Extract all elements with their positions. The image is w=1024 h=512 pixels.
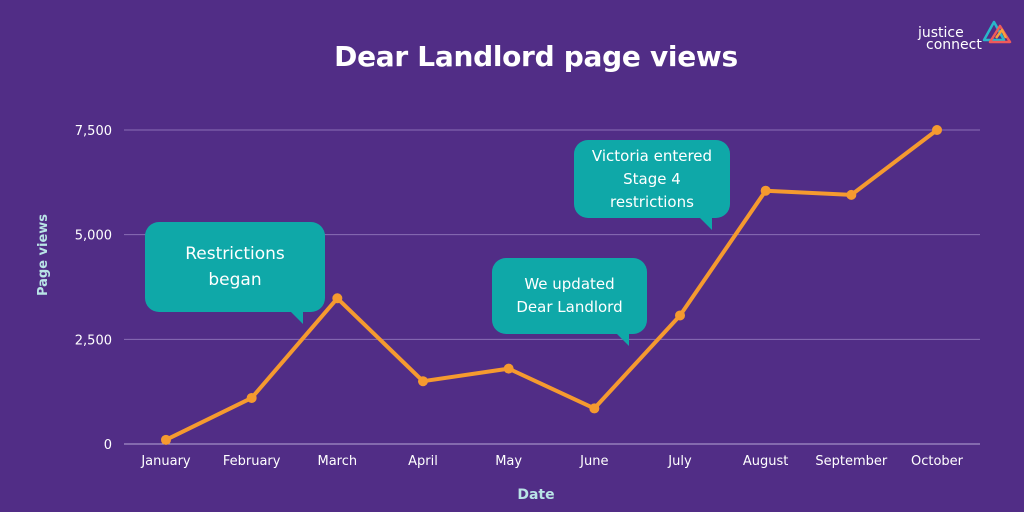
annotation-restrictions-began: Restrictions began	[145, 222, 325, 324]
data-point	[675, 310, 685, 321]
x-tick-label: October	[911, 454, 964, 469]
series-line	[164, 128, 939, 442]
x-tick-label: February	[223, 454, 281, 469]
data-point	[932, 125, 942, 135]
logo-triangles-icon	[982, 20, 1012, 44]
data-point	[246, 392, 257, 403]
logo-text-line1: justice	[918, 25, 964, 41]
y-tick-label: 7,500	[75, 124, 112, 139]
data-point	[589, 403, 600, 414]
data-point	[418, 376, 428, 387]
x-tick-label: July	[667, 454, 692, 469]
logo-text-line2: connect	[926, 37, 982, 53]
annotation-updated-dear-landlord: We updated Dear Landlord	[492, 258, 647, 346]
data-point	[760, 185, 771, 196]
chart-title: Dear Landlord page views	[334, 40, 738, 73]
y-tick-label: 5,000	[75, 229, 112, 244]
annotation-line: We updated	[524, 275, 615, 293]
annotation-line: Victoria entered	[591, 146, 713, 165]
x-tick-label: June	[579, 454, 608, 469]
data-point	[332, 293, 343, 304]
x-tick-label: January	[140, 454, 191, 469]
x-tick-label: September	[815, 454, 888, 469]
annotation-line: began	[208, 270, 262, 290]
x-tick-label: April	[408, 454, 438, 469]
data-point	[846, 189, 857, 200]
annotation-line: Restrictions	[185, 244, 285, 264]
y-tick-label: 0	[104, 438, 112, 453]
annotation-line: Stage 4	[623, 169, 681, 188]
x-tick-labels: January February March April May June July Augu…	[140, 454, 963, 469]
y-tick-label: 2,500	[75, 333, 112, 348]
data-point	[503, 363, 514, 374]
data-points	[161, 125, 942, 445]
annotation-stage-4: Victoria entered Stage 4 restrictions	[574, 140, 730, 230]
x-axis-label: Date	[517, 487, 554, 503]
data-point	[161, 434, 171, 445]
y-tick-labels: 0 2,500 5,000 7,500	[75, 124, 112, 453]
x-tick-label: August	[743, 454, 789, 469]
justice-connect-logo: justice connect	[918, 14, 1018, 54]
x-tick-label: March	[318, 454, 358, 469]
annotation-line: restrictions	[610, 192, 694, 211]
x-tick-label: May	[495, 454, 522, 469]
y-axis-label: Page views	[36, 214, 51, 296]
annotation-line: Dear Landlord	[516, 298, 623, 316]
